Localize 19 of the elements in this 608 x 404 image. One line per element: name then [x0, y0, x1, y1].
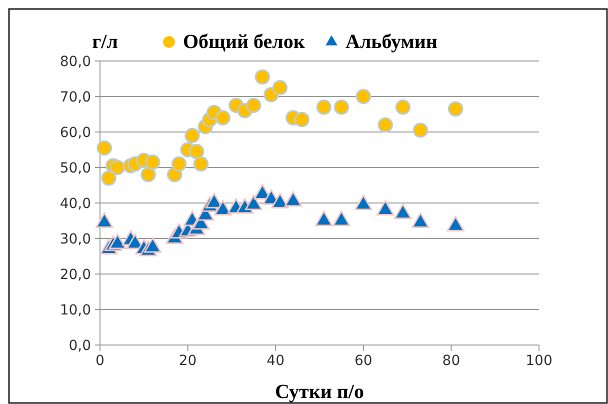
y-tick-label: 10,0 [60, 302, 91, 318]
y-tick-label: 0,0 [68, 338, 91, 354]
x-tick-label: 100 [526, 353, 552, 369]
x-tick-label: 40 [266, 353, 285, 369]
y-tick-label: 20,0 [60, 267, 91, 283]
y-tick-label: 80,0 [60, 54, 91, 70]
x-tick-label: 0 [96, 353, 104, 369]
y-axis-title: г/л [92, 31, 118, 53]
y-tick-label: 40,0 [60, 196, 91, 212]
x-tick-label: 60 [354, 353, 372, 369]
y-tick-label: 70,0 [60, 90, 91, 106]
x-axis-title: Сутки п/о [275, 381, 364, 403]
y-tick-label: 60,0 [60, 125, 91, 141]
x-tick-label: 80 [442, 353, 460, 369]
x-tick-label: 20 [178, 353, 197, 369]
legend-label: Общий белок [183, 31, 306, 53]
y-tick-label: 50,0 [60, 160, 91, 176]
y-tick-label: 30,0 [60, 232, 91, 248]
legend-label: Альбумин [346, 31, 438, 53]
